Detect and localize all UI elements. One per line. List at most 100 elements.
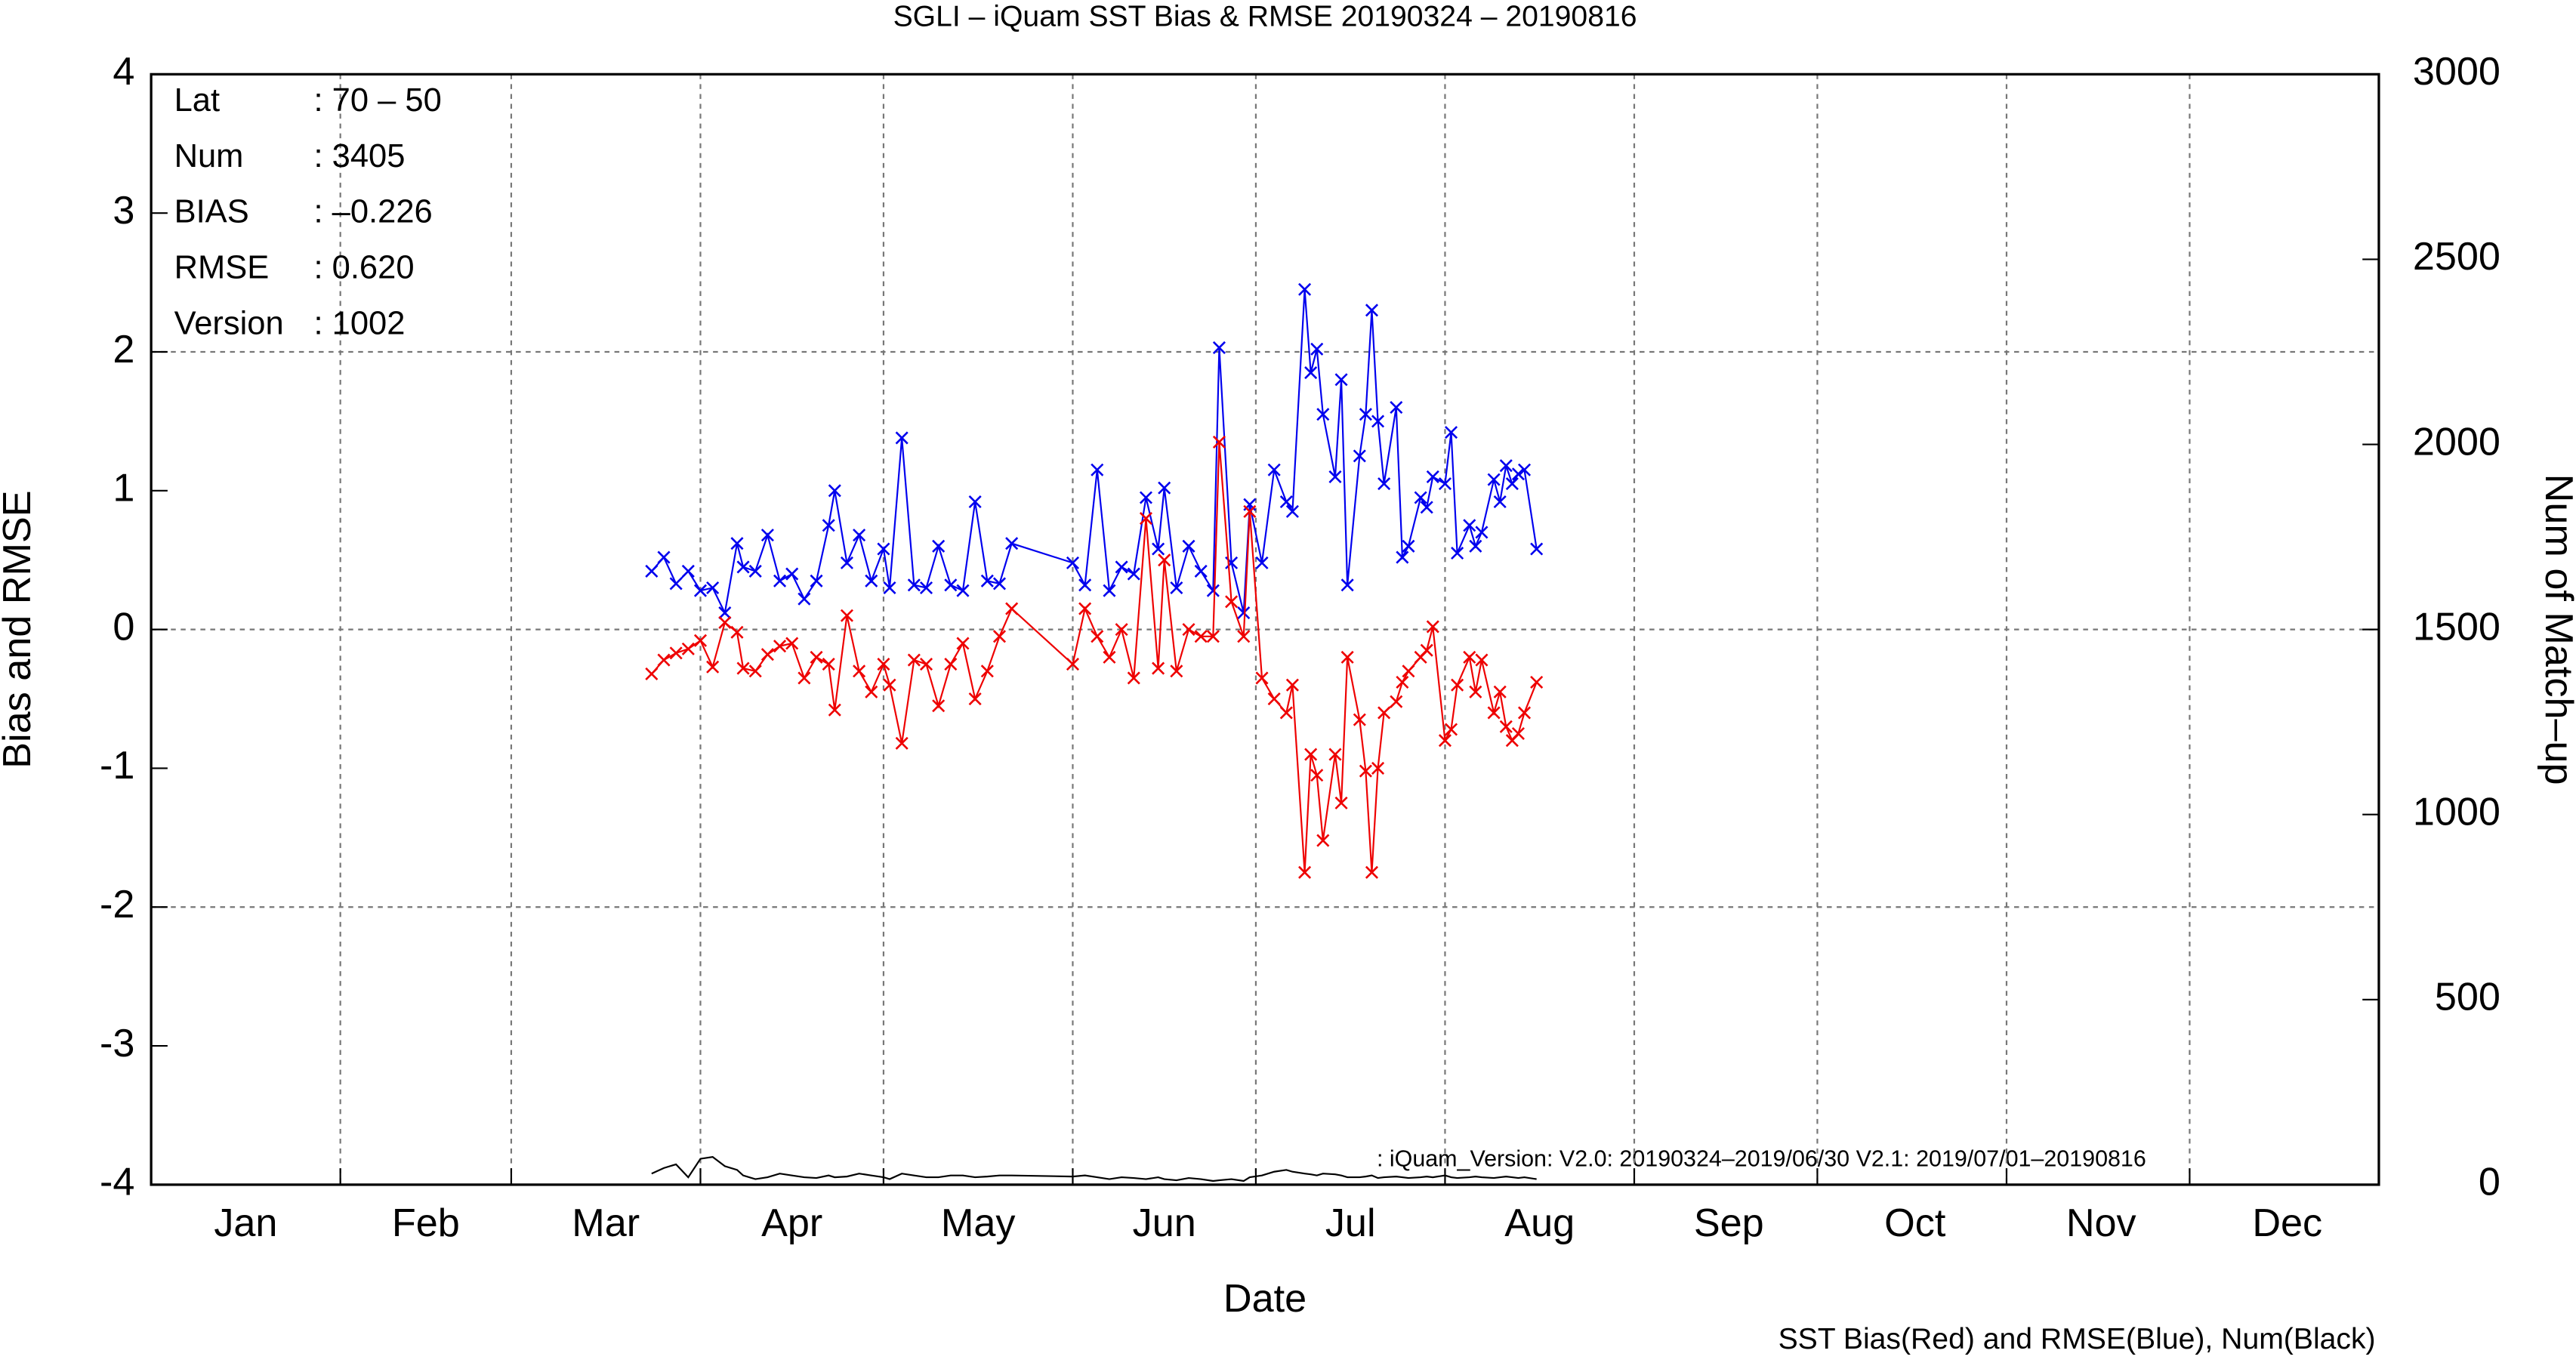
y2-tick-label: 1500	[2413, 605, 2500, 649]
point-marker	[810, 650, 823, 664]
point-marker	[773, 640, 787, 653]
point-marker	[810, 574, 823, 587]
point-marker	[706, 660, 720, 674]
point-marker	[1445, 426, 1458, 439]
point-marker	[1371, 415, 1385, 428]
point-marker	[956, 637, 970, 650]
point-marker	[645, 667, 659, 680]
point-marker	[822, 658, 835, 671]
point-marker	[1066, 556, 1080, 569]
stat-value: : –0.226	[313, 194, 432, 230]
point-marker	[1426, 470, 1439, 483]
point-marker	[1420, 643, 1433, 657]
point-marker	[1487, 473, 1501, 486]
point-marker	[1182, 539, 1195, 553]
point-marker	[1310, 342, 1324, 356]
point-marker	[1505, 477, 1519, 491]
point-marker	[980, 574, 994, 587]
point-marker	[1285, 678, 1299, 692]
point-marker	[645, 564, 659, 578]
y-tick-label: -1	[100, 744, 134, 788]
point-marker	[1371, 761, 1385, 775]
point-marker	[1328, 470, 1342, 483]
y-tick-label: 4	[113, 50, 134, 94]
point-marker	[718, 615, 732, 629]
stat-label: Num	[174, 138, 244, 174]
point-marker	[1487, 706, 1501, 720]
point-marker	[828, 484, 841, 498]
point-marker	[1469, 539, 1482, 553]
point-marker	[968, 495, 982, 509]
x-axis-label: Date	[1223, 1277, 1307, 1321]
point-marker	[877, 658, 890, 671]
point-marker	[1091, 463, 1104, 476]
point-marker	[932, 539, 946, 553]
point-marker	[1103, 584, 1116, 597]
x-tick-label: Jun	[1133, 1201, 1196, 1245]
x-tick-label: Jan	[214, 1201, 277, 1245]
point-marker	[1499, 459, 1513, 473]
point-marker	[822, 519, 835, 532]
point-marker	[1078, 578, 1092, 592]
point-marker	[1304, 366, 1318, 380]
point-marker	[1255, 556, 1269, 569]
point-marker	[1127, 567, 1140, 581]
x-tick-label: Oct	[1884, 1201, 1946, 1245]
point-marker	[669, 646, 683, 660]
point-marker	[773, 574, 787, 587]
plot: Jan Feb Mar Apr May Jun Jul Aug Sep Oct Nov Dec -4 -3…	[100, 50, 2500, 1245]
stat-value: : 1002	[313, 306, 405, 342]
point-marker	[760, 648, 774, 661]
point-marker	[865, 685, 878, 698]
stat-value: : 0.620	[313, 250, 414, 286]
y-axis-label: Bias and RMSE	[0, 490, 39, 768]
y-tick-label: -2	[100, 883, 134, 927]
point-marker	[1438, 477, 1452, 491]
point-marker	[883, 581, 896, 595]
point-marker	[980, 664, 994, 678]
point-marker	[853, 664, 866, 678]
y2-tick-label: 500	[2435, 976, 2500, 1019]
point-marker	[1420, 501, 1433, 514]
point-marker	[1353, 713, 1366, 726]
point-marker	[1158, 553, 1171, 567]
point-marker	[992, 630, 1007, 643]
point-marker	[681, 642, 695, 655]
x-tick-label: Jul	[1325, 1201, 1376, 1245]
point-marker	[1316, 834, 1330, 847]
point-marker	[1206, 584, 1220, 597]
note: : iQuam_Version: V2.0: 20190324–2019/06/…	[1377, 1145, 2146, 1171]
point-marker	[1426, 620, 1439, 634]
point-marker	[785, 637, 799, 650]
y2-tick-label: 3000	[2413, 50, 2500, 94]
point-marker	[718, 606, 732, 620]
point-marker	[785, 567, 799, 581]
point-marker	[1182, 623, 1195, 637]
point-marker	[1310, 769, 1324, 782]
point-marker	[730, 625, 744, 639]
stat-label: RMSE	[174, 250, 270, 286]
point-marker	[1451, 678, 1464, 692]
y-tick-label: -3	[100, 1022, 134, 1065]
point-marker	[1365, 865, 1379, 879]
point-marker	[956, 584, 970, 597]
point-marker	[1530, 675, 1544, 689]
point-marker	[865, 574, 878, 587]
point-marker	[1334, 373, 1348, 387]
point-marker	[760, 529, 774, 542]
point-marker	[1243, 504, 1257, 518]
point-marker	[1285, 504, 1299, 518]
point-marker	[1530, 542, 1544, 556]
point-marker	[1304, 748, 1318, 761]
point-marker	[1066, 658, 1080, 671]
x-tick-label: Apr	[761, 1201, 822, 1245]
point-marker	[1170, 664, 1183, 678]
y2-tick-label: 0	[2479, 1161, 2500, 1204]
point-marker	[797, 592, 811, 606]
x-tick-label: May	[941, 1201, 1016, 1245]
x-tick-label: Dec	[2252, 1201, 2322, 1245]
point-marker	[1206, 630, 1220, 643]
y-tick-label: 0	[113, 605, 134, 649]
